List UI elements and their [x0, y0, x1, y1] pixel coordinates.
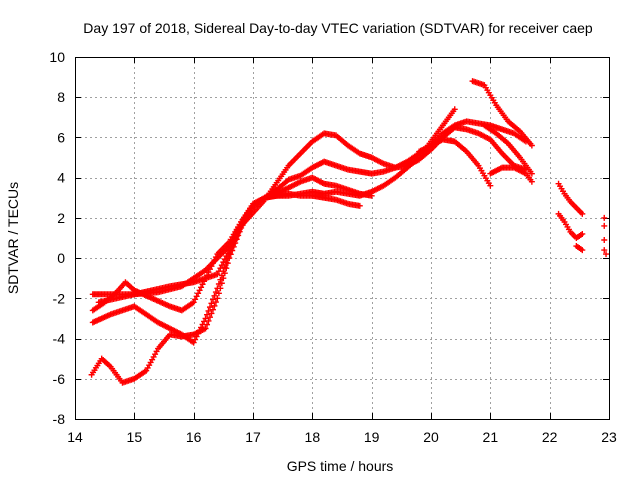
data-point [202, 325, 209, 332]
data-point [214, 271, 221, 278]
chart-title: Day 197 of 2018, Sidereal Day-to-day VTE… [83, 20, 593, 36]
data-point [227, 244, 234, 251]
data-point [579, 230, 586, 237]
tick-labels: 14 15 16 17 18 19 20 21 22 23 -8 -6 -4 -2 0 2 4 6 8 10 [49, 49, 617, 445]
data-point [528, 170, 535, 177]
y-tick-label: 8 [57, 89, 65, 105]
data-point [192, 296, 199, 303]
y-tick-label: 4 [57, 170, 65, 186]
data-point [212, 289, 219, 296]
data-point [601, 247, 608, 254]
track-11 [555, 210, 586, 241]
data-point [215, 268, 222, 275]
data-point [235, 228, 242, 235]
y-tick-label: 2 [57, 210, 65, 226]
data-point [190, 299, 197, 306]
y-tick-label: 6 [57, 129, 65, 145]
data-point [215, 281, 222, 288]
data-point [603, 251, 610, 258]
data-point [233, 231, 240, 238]
track-6 [416, 136, 494, 189]
data-point [218, 272, 225, 279]
y-tick-label: 10 [49, 49, 65, 65]
data-point [229, 241, 236, 248]
data-point [232, 235, 239, 241]
data-point [192, 336, 199, 343]
data-point [211, 292, 218, 299]
y-tick-label: -4 [53, 331, 66, 347]
data-point [579, 247, 586, 254]
data-point [528, 142, 535, 149]
x-tick-label: 14 [67, 429, 83, 445]
data-point [601, 237, 608, 244]
data-point [218, 280, 225, 287]
y-tick-label: -2 [53, 290, 66, 306]
track-9 [487, 164, 535, 185]
data-point [528, 178, 535, 185]
x-tick-label: 20 [423, 429, 439, 445]
data-point [217, 265, 224, 272]
data-point [220, 259, 227, 266]
data-point [215, 290, 222, 297]
data-marks [88, 78, 610, 386]
data-point [487, 182, 494, 189]
data-point [230, 238, 237, 245]
data-point [208, 300, 215, 307]
data-point [195, 290, 202, 297]
track-10 [555, 180, 586, 217]
data-point [205, 307, 212, 314]
data-point [226, 247, 233, 254]
data-point [451, 106, 458, 113]
data-point [224, 250, 231, 257]
track-13 [601, 214, 610, 258]
track-3 [89, 106, 458, 314]
track-8 [481, 122, 535, 177]
data-point [218, 262, 225, 269]
data-point [196, 327, 203, 334]
data-point [193, 333, 200, 340]
data-point [579, 210, 586, 217]
data-point [209, 296, 216, 303]
data-point [601, 222, 608, 229]
y-axis-label: SDTVAR / TECUs [5, 182, 21, 294]
data-point [214, 285, 221, 292]
data-point [198, 324, 205, 331]
y-tick-label: 0 [57, 250, 65, 266]
data-point [190, 339, 197, 346]
data-point [356, 202, 363, 209]
x-tick-label: 18 [305, 429, 321, 445]
x-tick-label: 21 [483, 429, 499, 445]
data-point [601, 214, 608, 221]
axis-ticks [75, 57, 610, 420]
data-point [204, 311, 211, 318]
data-point [236, 225, 243, 232]
y-tick-label: -8 [53, 411, 66, 427]
y-tick-label: -6 [53, 371, 66, 387]
data-point [201, 318, 208, 325]
track-5 [95, 124, 529, 306]
x-tick-label: 23 [601, 429, 617, 445]
x-tick-label: 16 [186, 429, 202, 445]
data-point [199, 321, 206, 328]
x-axis-label: GPS time / hours [287, 458, 394, 474]
track-7 [469, 78, 535, 149]
data-point [217, 276, 224, 283]
x-tick-label: 15 [127, 429, 143, 445]
plot-frame [75, 57, 610, 420]
data-point [195, 330, 202, 337]
data-point [221, 256, 228, 263]
data-point [196, 287, 203, 294]
grid [75, 57, 609, 419]
data-point [206, 304, 213, 311]
x-tick-label: 19 [364, 429, 380, 445]
data-point [202, 315, 209, 322]
data-point [223, 253, 230, 260]
data-point [198, 284, 205, 291]
data-point [193, 293, 200, 300]
data-point [199, 281, 206, 288]
track-12 [573, 243, 586, 254]
x-tick-label: 17 [245, 429, 261, 445]
x-tick-label: 22 [542, 429, 558, 445]
